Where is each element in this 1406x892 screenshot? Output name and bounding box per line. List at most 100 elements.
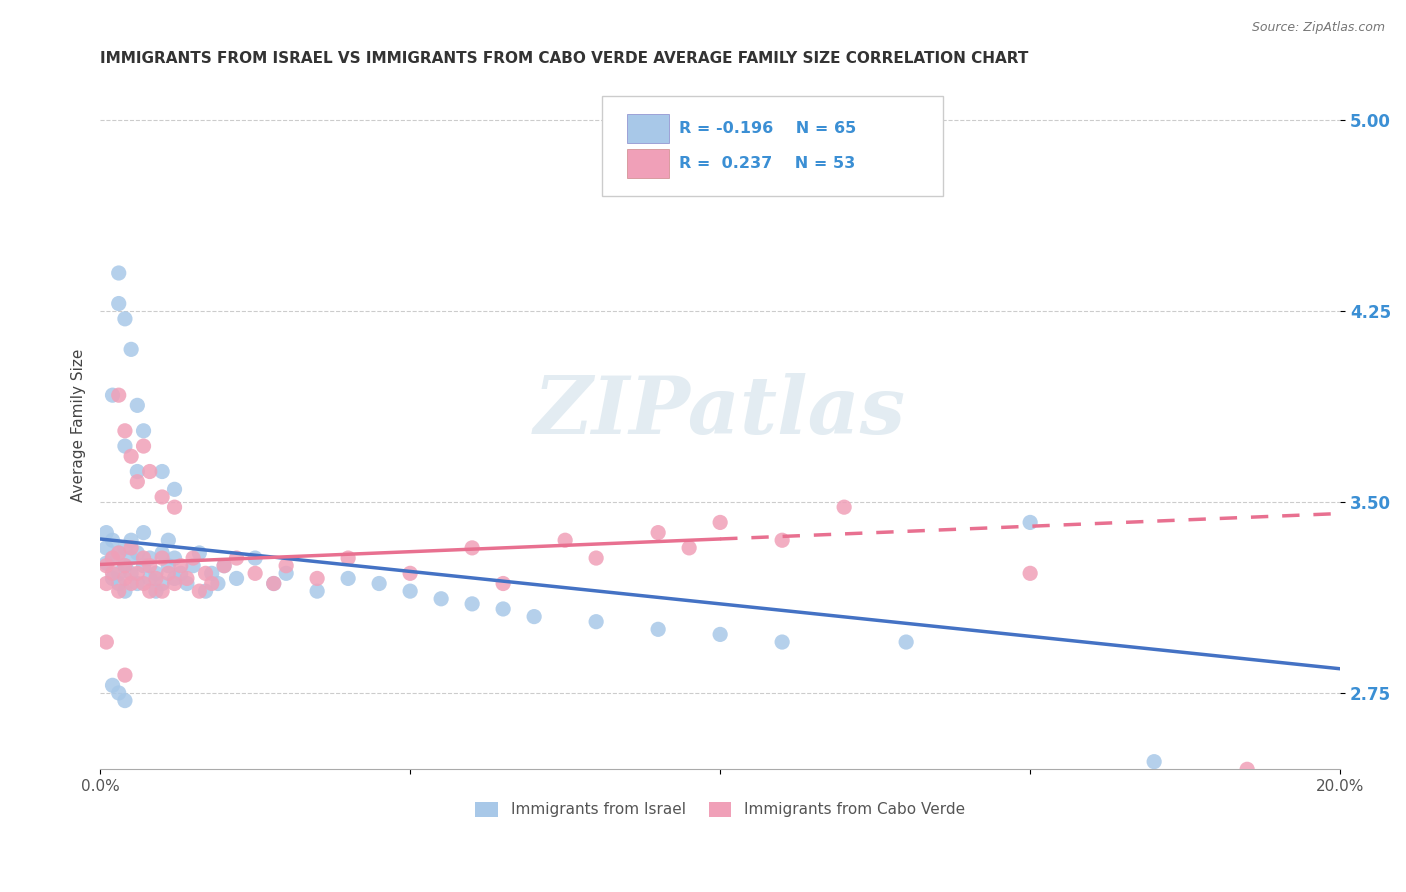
Point <box>127 475 149 489</box>
Point <box>107 296 129 310</box>
Point <box>170 566 193 581</box>
Text: R = -0.196    N = 65: R = -0.196 N = 65 <box>679 121 856 136</box>
Point <box>120 576 142 591</box>
Point <box>101 678 124 692</box>
Point <box>368 576 391 591</box>
Point <box>585 551 607 566</box>
Point <box>194 584 217 599</box>
Point <box>461 541 484 555</box>
Point <box>647 623 669 637</box>
Point <box>114 571 136 585</box>
Point <box>399 584 422 599</box>
Point <box>243 551 266 566</box>
Point <box>96 556 118 570</box>
Point <box>894 635 917 649</box>
Point <box>114 558 136 573</box>
Point <box>176 576 198 591</box>
Text: IMMIGRANTS FROM ISRAEL VS IMMIGRANTS FROM CABO VERDE AVERAGE FAMILY SIZE CORRELA: IMMIGRANTS FROM ISRAEL VS IMMIGRANTS FRO… <box>100 51 1029 66</box>
Text: R =  0.237    N = 53: R = 0.237 N = 53 <box>679 156 855 170</box>
Point <box>145 566 167 581</box>
Point <box>225 551 247 566</box>
Point <box>1019 516 1042 530</box>
Legend: Immigrants from Israel, Immigrants from Cabo Verde: Immigrants from Israel, Immigrants from … <box>470 796 972 823</box>
Point <box>96 558 118 573</box>
Text: ZIPatlas: ZIPatlas <box>534 373 907 450</box>
Point <box>276 566 298 581</box>
Point <box>225 571 247 585</box>
Point <box>188 584 211 599</box>
Point <box>107 546 129 560</box>
Point <box>132 424 155 438</box>
Point <box>120 533 142 548</box>
Point <box>96 541 118 555</box>
Point <box>120 541 142 555</box>
Point <box>120 551 142 566</box>
Point <box>138 558 160 573</box>
Point <box>212 558 235 573</box>
Point <box>96 576 118 591</box>
Point <box>101 551 124 566</box>
Point <box>163 571 186 585</box>
Point <box>585 615 607 629</box>
Point <box>127 465 149 479</box>
Point <box>832 500 855 515</box>
Point <box>150 490 173 504</box>
Point <box>212 558 235 573</box>
Point <box>114 439 136 453</box>
Point <box>150 465 173 479</box>
Point <box>263 576 285 591</box>
Point <box>114 668 136 682</box>
Point <box>1019 566 1042 581</box>
Point <box>138 571 160 585</box>
Point <box>114 541 136 555</box>
Point <box>770 533 793 548</box>
Point <box>207 576 229 591</box>
Point <box>1143 755 1166 769</box>
Point <box>157 566 180 581</box>
Point <box>120 343 142 357</box>
Point <box>101 533 124 548</box>
Point <box>678 541 700 555</box>
Point <box>114 693 136 707</box>
Point <box>114 424 136 438</box>
Point <box>138 551 160 566</box>
Point <box>176 571 198 585</box>
Point <box>770 635 793 649</box>
Point <box>163 551 186 566</box>
Point <box>138 465 160 479</box>
Point <box>554 533 576 548</box>
Point <box>107 584 129 599</box>
Point <box>101 551 124 566</box>
Point <box>157 533 180 548</box>
Point <box>307 584 329 599</box>
Point <box>201 566 224 581</box>
Point <box>150 576 173 591</box>
Point <box>107 686 129 700</box>
Point <box>114 558 136 573</box>
FancyBboxPatch shape <box>627 114 669 144</box>
Point <box>170 558 193 573</box>
Point <box>101 566 124 581</box>
Point <box>492 602 515 616</box>
Point <box>132 525 155 540</box>
Y-axis label: Average Family Size: Average Family Size <box>72 349 86 502</box>
Point <box>127 398 149 412</box>
Point <box>132 576 155 591</box>
Point <box>150 584 173 599</box>
Point <box>145 571 167 585</box>
Point <box>96 635 118 649</box>
Point <box>461 597 484 611</box>
Point <box>127 576 149 591</box>
Point <box>201 576 224 591</box>
Point <box>337 551 360 566</box>
Point <box>492 576 515 591</box>
Point <box>157 558 180 573</box>
Point <box>107 546 129 560</box>
Point <box>194 566 217 581</box>
Point <box>107 566 129 581</box>
Point <box>127 566 149 581</box>
Point <box>138 584 160 599</box>
Point <box>430 591 453 606</box>
Point <box>96 525 118 540</box>
Point <box>132 551 155 566</box>
